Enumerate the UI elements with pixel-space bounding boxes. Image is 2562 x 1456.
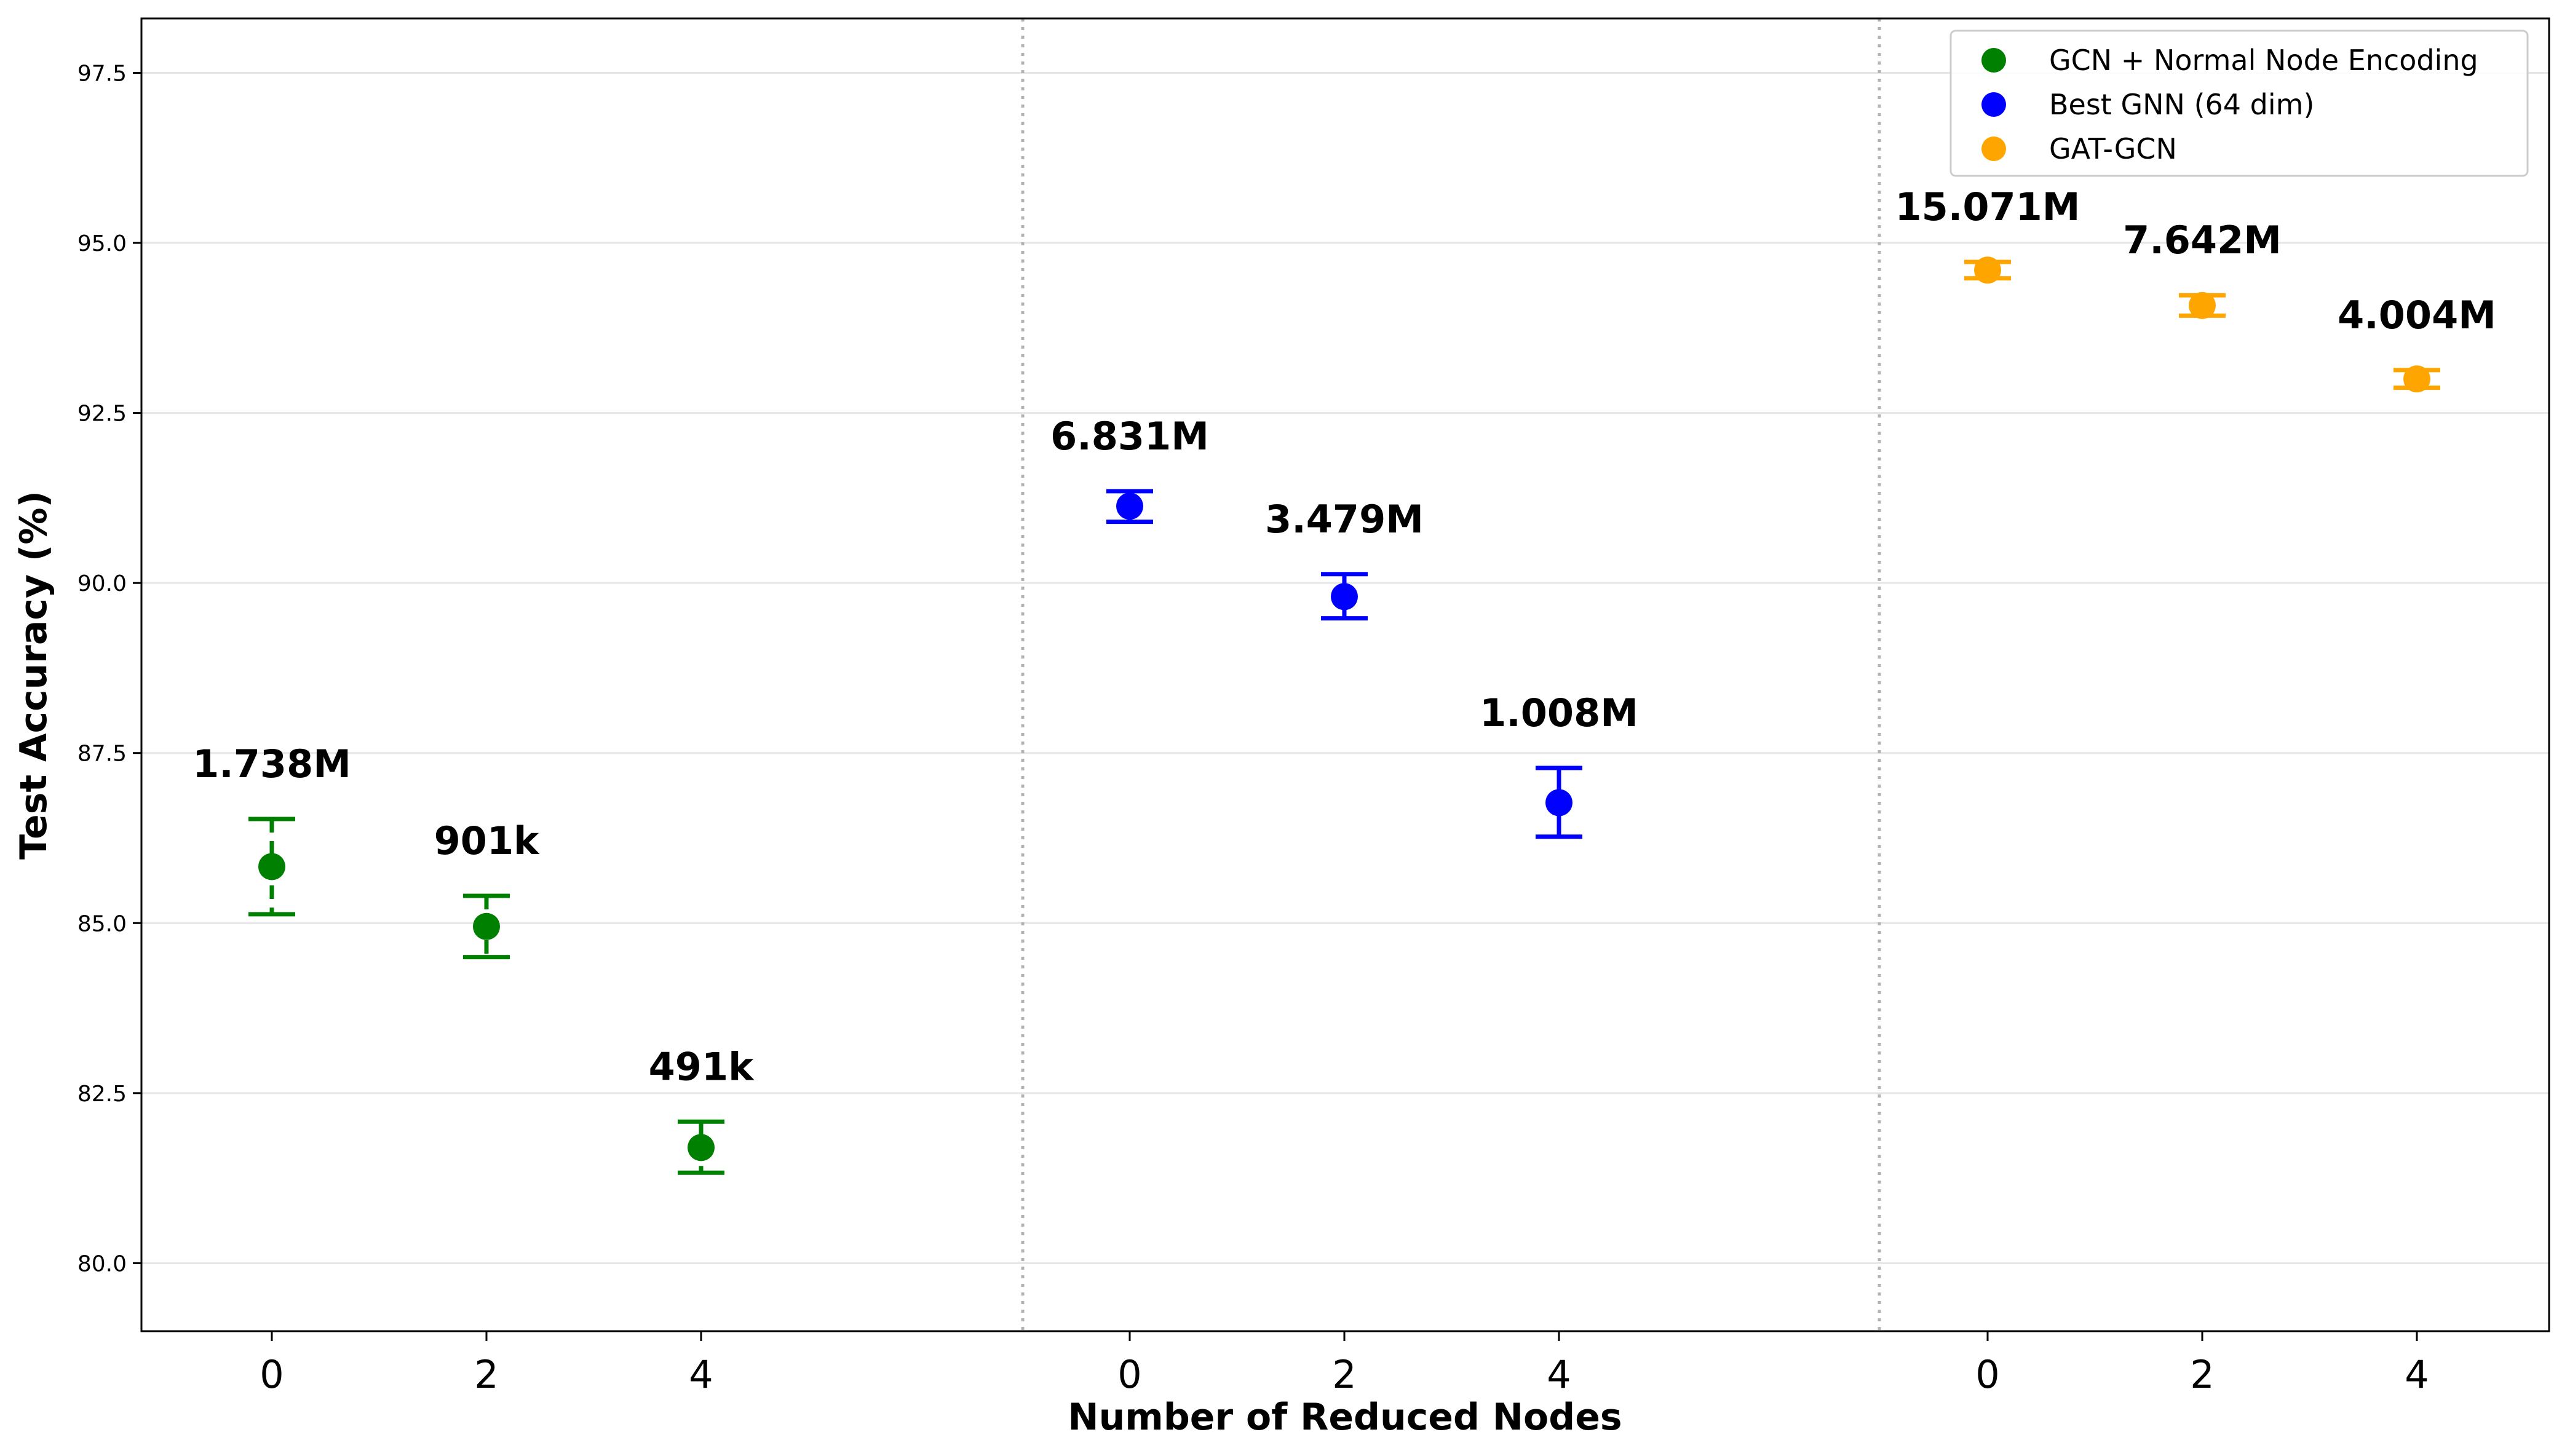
data-point-1-1 [1331,583,1358,611]
data-label-2-2: 4.004M [2338,293,2496,338]
series-layer: 1.738M 901k 491k 6.831M 3.479M 1.008M 15.071M 7… [192,184,2496,1175]
legend-label-0: GCN + Normal Node Encoding [2049,44,2478,77]
series-2: 15.071M 7.642M 4.004M [1895,184,2496,393]
x-axis-ticks: 0 2 4 0 2 4 0 2 4 [260,1331,2429,1397]
series-1: 6.831M 3.479M 1.008M [1050,414,1638,839]
legend-marker-1 [1981,92,2006,117]
plot-area [141,18,2549,1331]
y-axis-ticks: 80.0 82.5 85.0 87.5 90.0 92.5 95.0 97.5 [77,61,141,1276]
series-0: 1.738M 901k 491k [192,742,755,1175]
y-tick-label-2: 85.0 [77,911,127,936]
x-tick-label-0-1: 2 [474,1352,498,1397]
data-point-0-2 [688,1134,715,1161]
data-label-1-1: 3.479M [1265,497,1424,542]
data-point-0-1 [473,912,500,940]
legend-box [1949,30,2529,177]
data-label-1-0: 6.831M [1050,414,1209,459]
y-tick-label-4: 90.0 [77,571,127,596]
legend-marker-0 [1981,48,2006,73]
x-tick-label-0-2: 4 [689,1352,713,1397]
x-tick-label-1-2: 4 [1547,1352,1571,1397]
data-label-1-2: 1.008M [1480,690,1638,735]
legend-marker-2 [1981,136,2006,161]
data-point-2-0 [1974,256,2001,284]
x-axis-label: Number of Reduced Nodes [1068,1396,1622,1439]
legend: GCN + Normal Node Encoding Best GNN (64 d… [1949,30,2529,177]
data-point-1-0 [1116,493,1143,520]
legend-label-2: GAT-GCN [2049,132,2177,165]
legend-label-1: Best GNN (64 dim) [2049,88,2314,121]
data-point-2-2 [2403,365,2430,393]
data-label-0-1: 901k [434,818,540,863]
y-tick-label-1: 82.5 [77,1082,127,1107]
x-tick-label-2-2: 4 [2405,1352,2429,1397]
y-axis-label: Test Accuracy (%) [12,491,55,860]
x-tick-label-1-1: 2 [1332,1352,1356,1397]
y-tick-label-5: 92.5 [77,402,127,427]
y-tick-label-7: 97.5 [77,61,127,86]
x-tick-label-2-1: 2 [2190,1352,2214,1397]
data-label-2-1: 7.642M [2123,218,2282,263]
x-tick-label-1-0: 0 [1117,1352,1141,1397]
plot-frame [140,17,2550,1332]
data-point-1-2 [1545,789,1572,817]
data-point-0-0 [258,853,285,880]
data-label-2-0: 15.071M [1895,184,2080,229]
y-tick-label-0: 80.0 [77,1251,127,1276]
data-label-0-2: 491k [649,1044,755,1089]
y-tick-label-3: 87.5 [77,742,127,767]
data-label-0-0: 1.738M [192,742,351,786]
data-point-2-1 [2189,291,2216,319]
x-tick-label-2-0: 0 [1975,1352,1999,1397]
x-tick-label-0-0: 0 [260,1352,284,1397]
separator-layer [1021,18,1881,1331]
y-tick-label-6: 95.0 [77,231,127,256]
